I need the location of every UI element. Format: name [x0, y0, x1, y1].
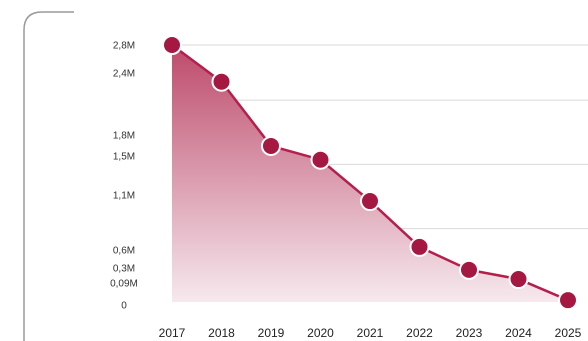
x-axis-ticks: 2017 2018 2019 2020 2021 2022 2023 2024 2025	[159, 326, 582, 340]
area-fill	[172, 45, 568, 302]
data-point-2022	[409, 236, 430, 257]
data-point-2019	[261, 135, 281, 156]
y-tick-label: 0,6M	[113, 246, 135, 257]
x-tick-label: 2020	[307, 326, 334, 340]
data-point-2025	[558, 290, 578, 311]
x-tick-label: 2023	[456, 326, 483, 340]
x-tick-label: 2019	[258, 326, 285, 340]
chart-frame	[23, 11, 74, 341]
x-tick-label: 2017	[159, 326, 186, 340]
x-tick-label: 2018	[208, 326, 235, 340]
area-shape	[172, 45, 568, 302]
data-point-2024	[508, 269, 529, 290]
data-point-2018	[211, 71, 232, 92]
y-tick-label: 0,09M	[110, 279, 138, 290]
data-point-2017	[162, 35, 182, 55]
y-tick-label: 1,1M	[113, 191, 135, 202]
y-tick-label: 1,5M	[113, 152, 135, 163]
data-point-2021	[360, 191, 380, 212]
y-tick-label: 2,4M	[113, 69, 135, 80]
x-tick-label: 2021	[357, 326, 384, 340]
data-markers	[162, 35, 578, 311]
y-tick-label: 0	[121, 301, 127, 312]
y-tick-label: 0,3M	[113, 264, 135, 275]
data-point-2023	[459, 259, 479, 280]
x-tick-label: 2024	[505, 326, 532, 340]
x-tick-label: 2025	[555, 326, 582, 340]
x-tick-label: 2022	[406, 326, 433, 340]
data-point-2020	[310, 149, 331, 170]
y-axis-ticks: 2,8M 2,4M 1,8M 1,5M 1,1M 0,6M 0,3M 0,09M 0	[110, 41, 138, 312]
y-tick-label: 1,8M	[113, 131, 135, 142]
y-tick-label: 2,8M	[113, 41, 135, 52]
